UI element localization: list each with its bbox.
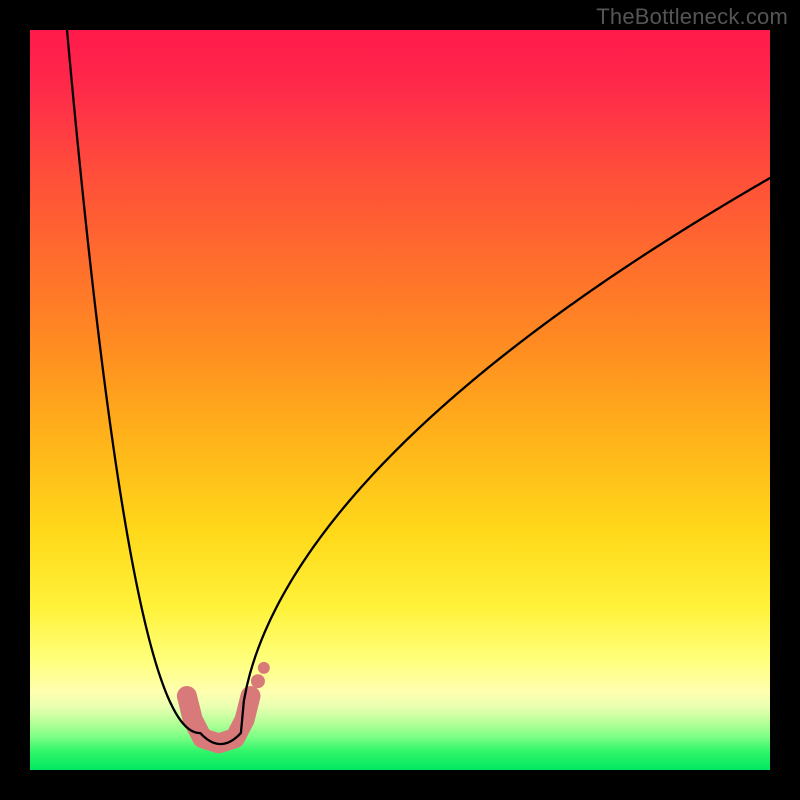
bottleneck-chart [0, 0, 800, 800]
marker-dot [251, 674, 265, 688]
plot-background [30, 30, 770, 770]
marker-dot [258, 662, 270, 674]
chart-root: TheBottleneck.com [0, 0, 800, 800]
watermark-text: TheBottleneck.com [596, 4, 788, 30]
